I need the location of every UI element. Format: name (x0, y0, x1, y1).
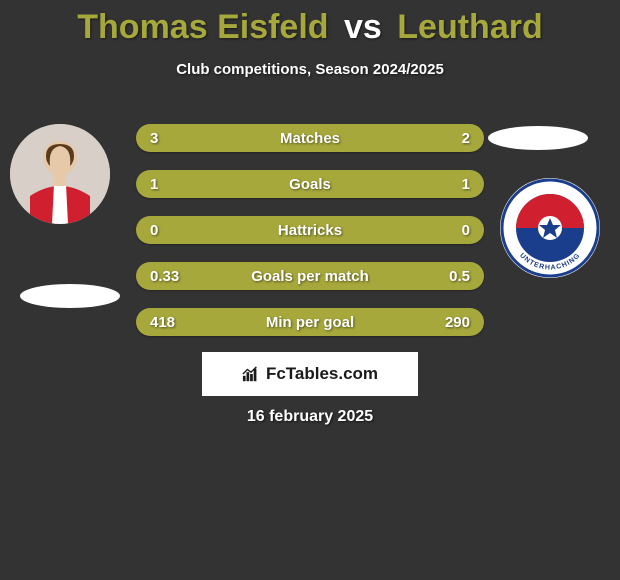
stat-row-hattricks: 0 Hattricks 0 (136, 216, 484, 244)
vs-label: vs (344, 8, 382, 46)
player2-name: Leuthard (397, 8, 542, 46)
player-photo-placeholder (10, 124, 110, 224)
player2-shadow-ellipse (488, 126, 588, 150)
brand-watermark: FcTables.com (202, 352, 418, 396)
stat-right-value: 2 (462, 130, 470, 147)
stat-right-value: 0 (462, 222, 470, 239)
stat-label: Min per goal (266, 314, 354, 331)
date-label: 16 february 2025 (0, 408, 620, 426)
stat-left-value: 0.33 (150, 268, 179, 285)
player1-shadow-ellipse (20, 284, 120, 308)
stat-left-value: 418 (150, 314, 175, 331)
stat-label: Goals (289, 176, 331, 193)
stat-row-min-per-goal: 418 Min per goal 290 (136, 308, 484, 336)
stats-container: 3 Matches 2 1 Goals 1 0 Hattricks 0 0.33… (136, 124, 484, 354)
stat-left-value: 1 (150, 176, 158, 193)
player1-avatar (10, 124, 110, 224)
stat-right-value: 0.5 (449, 268, 470, 285)
bar-chart-icon (242, 365, 260, 383)
stat-right-value: 1 (462, 176, 470, 193)
stat-left-value: 3 (150, 130, 158, 147)
player2-crest: UNTERHACHING (500, 178, 600, 278)
stat-label: Matches (280, 130, 340, 147)
player1-name: Thomas Eisfeld (77, 8, 328, 46)
stat-row-matches: 3 Matches 2 (136, 124, 484, 152)
stat-left-value: 0 (150, 222, 158, 239)
stat-row-goals: 1 Goals 1 (136, 170, 484, 198)
subtitle: Club competitions, Season 2024/2025 (0, 61, 620, 78)
club-crest-placeholder: UNTERHACHING (500, 178, 600, 278)
comparison-title: Thomas Eisfeld vs Leuthard (0, 0, 620, 47)
stat-label: Hattricks (278, 222, 342, 239)
stat-right-value: 290 (445, 314, 470, 331)
stat-row-goals-per-match: 0.33 Goals per match 0.5 (136, 262, 484, 290)
stat-label: Goals per match (251, 268, 369, 285)
brand-text: FcTables.com (266, 364, 378, 384)
